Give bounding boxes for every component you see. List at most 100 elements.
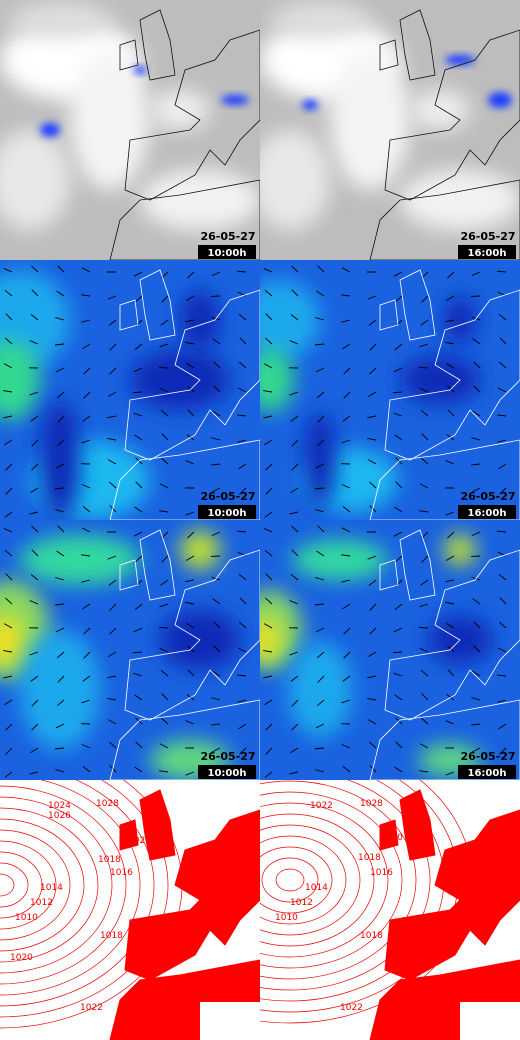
wind-arrow (367, 459, 377, 465)
wind-arrow (185, 720, 195, 725)
wind-arrow (29, 511, 39, 515)
wind-arrow (445, 295, 455, 301)
wind-arrow (29, 600, 39, 605)
wind-arrow (498, 361, 507, 369)
wind-arrow (315, 367, 325, 373)
wind-arrow (185, 555, 195, 561)
field-blob (0, 340, 40, 420)
wind-arrow (30, 574, 39, 581)
wind-arrow (367, 698, 377, 701)
wind-arrow (3, 363, 13, 369)
map-panel: 26-05-27 16:00h (260, 520, 520, 780)
wind-arrow (291, 463, 299, 471)
coastline (124, 29, 260, 201)
wind-arrow (343, 651, 351, 659)
date-label: 26-05-27 (200, 490, 255, 503)
isobar (260, 780, 431, 991)
field-blob (260, 130, 330, 230)
wind-arrow (134, 295, 143, 303)
wind-arrow (369, 481, 377, 489)
wind-arrow (418, 366, 429, 369)
panel-content (260, 0, 520, 260)
isobar-label: 1024 (48, 801, 71, 811)
wind-arrow (55, 603, 65, 606)
wind-arrow (109, 603, 117, 611)
wind-arrow (211, 723, 221, 726)
field-blob (20, 535, 140, 585)
wind-arrow (446, 623, 455, 629)
wind-arrow (394, 343, 403, 351)
wind-arrow (158, 626, 169, 629)
wind-arrow (291, 439, 299, 447)
wind-arrow (265, 573, 273, 581)
wind-arrow (496, 530, 507, 533)
wind-arrow (81, 294, 91, 297)
wind-arrow (289, 600, 299, 605)
isobar (0, 780, 169, 1018)
wind-arrow (185, 295, 195, 301)
field-blob (70, 50, 150, 190)
wind-arrow (81, 484, 91, 489)
wind-arrow (498, 723, 507, 730)
wind-arrow (445, 579, 455, 583)
wind-arrow (187, 271, 195, 279)
wind-arrow (109, 343, 117, 351)
wind-arrow (55, 627, 65, 633)
field-blob (150, 90, 210, 130)
wind-arrow (445, 460, 455, 465)
wind-arrow (237, 414, 247, 417)
date-label: 26-05-27 (200, 750, 255, 763)
wind-arrow (159, 743, 169, 749)
time-box (458, 765, 516, 779)
isobar-label: 1014 (305, 883, 328, 893)
wind-arrow (237, 387, 247, 393)
wind-arrow (55, 463, 65, 469)
wind-arrow (265, 463, 273, 471)
wind-arrow (341, 267, 351, 273)
wind-arrow (238, 361, 247, 369)
panel-content (0, 0, 260, 260)
date-label: 26-05-27 (200, 230, 255, 243)
wind-arrow (56, 550, 65, 557)
wind-arrow (160, 717, 169, 725)
wind-arrow (291, 265, 299, 273)
isobar (260, 780, 417, 980)
wind-arrow (81, 439, 91, 444)
wind-arrow (394, 555, 403, 563)
wind-arrow (317, 675, 325, 683)
wind-arrow (29, 391, 39, 396)
wind-arrow (236, 530, 247, 533)
isobar (0, 807, 99, 963)
wind-arrow (473, 645, 481, 653)
wind-arrow (471, 437, 481, 441)
wind-arrow (4, 511, 13, 518)
wind-arrow (3, 415, 13, 419)
wind-arrow (238, 313, 247, 321)
field-blob (221, 95, 249, 105)
panel-content (260, 520, 520, 780)
wind-arrow (56, 439, 65, 447)
field-blob (400, 356, 480, 404)
wind-arrow (369, 627, 377, 635)
field-blob (444, 296, 476, 344)
wind-arrow (31, 463, 39, 471)
field-blob (0, 615, 23, 665)
wind-arrow (159, 510, 169, 513)
wind-arrow (498, 573, 507, 581)
wind-arrow (57, 265, 65, 273)
wind-arrow (289, 771, 299, 775)
wind-arrow (341, 554, 351, 557)
wind-arrow (237, 699, 247, 703)
wind-arrow (290, 415, 299, 422)
wind-arrow (498, 463, 507, 470)
panel-content (0, 260, 260, 520)
isobar-label: 1012 (290, 898, 313, 908)
wind-arrow (159, 770, 169, 773)
wind-arrow (497, 647, 507, 653)
wind-arrow (160, 409, 169, 417)
wind-arrow (239, 337, 247, 345)
wind-arrow (5, 337, 13, 345)
isobar-label: 1016 (370, 868, 393, 878)
wind-arrow (211, 437, 221, 441)
wind-arrow (211, 531, 221, 537)
